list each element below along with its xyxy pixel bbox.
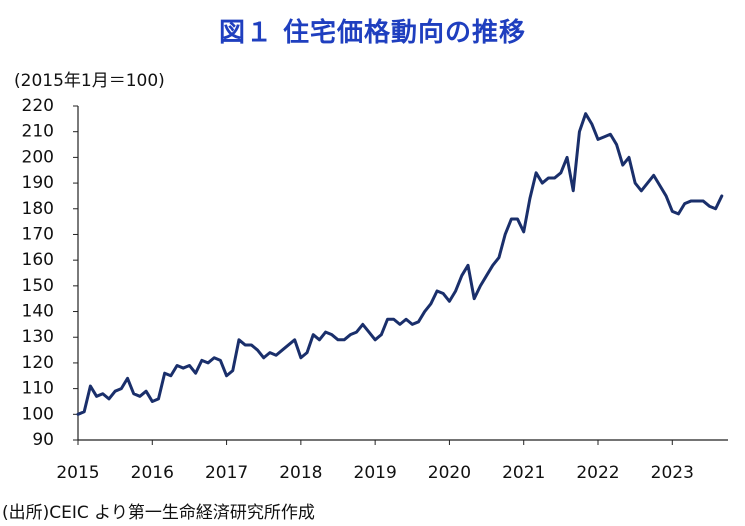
x-tick-label: 2016 <box>131 463 174 483</box>
y-tick-label: 100 <box>22 404 54 424</box>
source-note: (出所)CEIC より第一生命経済研究所作成 <box>2 503 315 523</box>
x-tick-label: 2018 <box>279 463 322 483</box>
y-tick-label: 110 <box>22 379 54 399</box>
y-tick-label: 170 <box>22 224 54 244</box>
chart-axes <box>77 106 728 441</box>
y-tick-label: 130 <box>22 327 54 347</box>
series-group <box>76 112 724 416</box>
x-tick-label: 2020 <box>428 463 471 483</box>
y-tick-label: 120 <box>22 353 54 373</box>
x-tick-label: 2021 <box>502 463 545 483</box>
y-tick-label: 160 <box>22 250 54 270</box>
y-axis-unit-label: (2015年1月＝100) <box>14 71 165 91</box>
x-tick-label: 2022 <box>576 463 619 483</box>
chart-title: 図１ 住宅価格動向の推移 <box>218 18 527 48</box>
x-tick-label: 2015 <box>56 463 99 483</box>
x-axis-ticks: 2015 2016 2017 2018 2019 2020 2021 2022 2023 <box>56 440 694 483</box>
y-tick-label: 200 <box>22 147 54 167</box>
x-tick-label: 2017 <box>205 463 248 483</box>
x-tick-label: 2023 <box>651 463 694 483</box>
y-tick-label: 90 <box>32 430 54 450</box>
series-line-housing-price <box>76 112 724 416</box>
x-tick-label: 2019 <box>354 463 397 483</box>
y-tick-label: 210 <box>22 122 54 142</box>
y-tick-label: 190 <box>22 173 54 193</box>
y-tick-label: 150 <box>22 276 54 296</box>
y-axis-ticks: 90 100 110 120 130 140 150 160 170 180 190 200 210 22… <box>22 96 78 450</box>
y-tick-label: 140 <box>22 302 54 322</box>
y-tick-label: 180 <box>22 199 54 219</box>
y-tick-label: 220 <box>22 96 54 116</box>
